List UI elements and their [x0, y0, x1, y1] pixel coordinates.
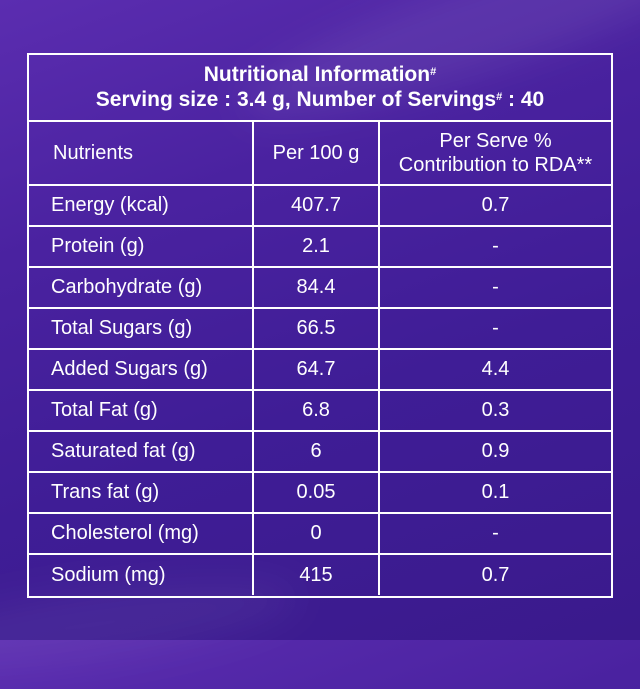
title-footnote-mark: # [430, 66, 437, 78]
column-header-row: Nutrients Per 100 g Per Serve % Contribu… [29, 122, 611, 186]
per-100g-value: 84.4 [253, 267, 380, 309]
nutrition-table: Nutrients Per 100 g Per Serve % Contribu… [29, 122, 611, 595]
rda-value: 0.1 [379, 472, 611, 514]
nutrient-name: Total Sugars (g) [29, 308, 254, 350]
rda-value: - [379, 308, 611, 350]
per-serve-label-line1: Per Serve % [439, 130, 552, 152]
nutrient-name: Added Sugars (g) [29, 349, 254, 391]
per-100g-value: 6.8 [253, 390, 380, 432]
nutrient-name: Sodium (mg) [29, 554, 254, 595]
per-100g-value: 415 [253, 554, 380, 595]
per-100g-value: 0.05 [253, 472, 380, 514]
rda-value: - [379, 267, 611, 309]
nutrient-name: Total Fat (g) [29, 390, 254, 432]
servings-footnote-mark: # [496, 91, 503, 103]
per-100g-value: 2.1 [253, 226, 380, 268]
per-100g-value: 66.5 [253, 308, 380, 350]
nutrient-name: Saturated fat (g) [29, 431, 254, 473]
table-row: Trans fat (g) 0.05 0.1 [29, 472, 611, 514]
nutrient-name: Carbohydrate (g) [29, 267, 254, 309]
per-100g-value: 407.7 [253, 185, 380, 227]
serving-info: Serving size : 3.4 g, Number of Servings… [29, 87, 611, 112]
table-row: Protein (g) 2.1 - [29, 226, 611, 268]
nutrient-name: Trans fat (g) [29, 472, 254, 514]
table-row: Total Fat (g) 6.8 0.3 [29, 390, 611, 432]
table-row: Carbohydrate (g) 84.4 - [29, 267, 611, 309]
per-100g-value: 6 [253, 431, 380, 473]
rda-value: 0.7 [379, 185, 611, 227]
rda-value: - [379, 226, 611, 268]
column-header-per-serve: Per Serve % Contribution to RDA** [379, 122, 611, 186]
per-100g-value: 64.7 [253, 349, 380, 391]
servings-count-text: : 40 [502, 88, 545, 111]
rda-value: - [379, 513, 611, 555]
rda-value: 0.7 [481, 563, 510, 586]
title-text: Nutritional Information [203, 63, 431, 86]
rda-value: 0.9 [379, 431, 611, 473]
table-row: Sodium (mg) 415 0.7 [29, 554, 611, 595]
table-row: Saturated fat (g) 6 0.9 [29, 431, 611, 473]
table-title: Nutritional Information# [29, 62, 611, 87]
table-header: Nutritional Information# Serving size : … [29, 55, 611, 122]
nutrition-table-panel: Nutritional Information# Serving size : … [27, 53, 613, 598]
nutrient-name: Protein (g) [29, 226, 254, 268]
table-row: Cholesterol (mg) 0 - [29, 513, 611, 555]
column-header-nutrients: Nutrients [29, 122, 254, 186]
table-row: Energy (kcal) 407.7 0.7 [29, 185, 611, 227]
table-row: Total Sugars (g) 66.5 - [29, 308, 611, 350]
rda-value: 0.3 [379, 390, 611, 432]
nutrient-name: Energy (kcal) [29, 185, 254, 227]
nutrient-name: Cholesterol (mg) [29, 513, 254, 555]
table-row: Added Sugars (g) 64.7 4.4 [29, 349, 611, 391]
per-serve-label-line2: Contribution to RDA** [398, 154, 593, 176]
rda-value: 4.4 [379, 349, 611, 391]
column-header-per-100g: Per 100 g [253, 122, 380, 186]
serving-size-text: Serving size : 3.4 g, Number of Servings [95, 88, 497, 111]
per-100g-value: 0 [253, 513, 380, 555]
